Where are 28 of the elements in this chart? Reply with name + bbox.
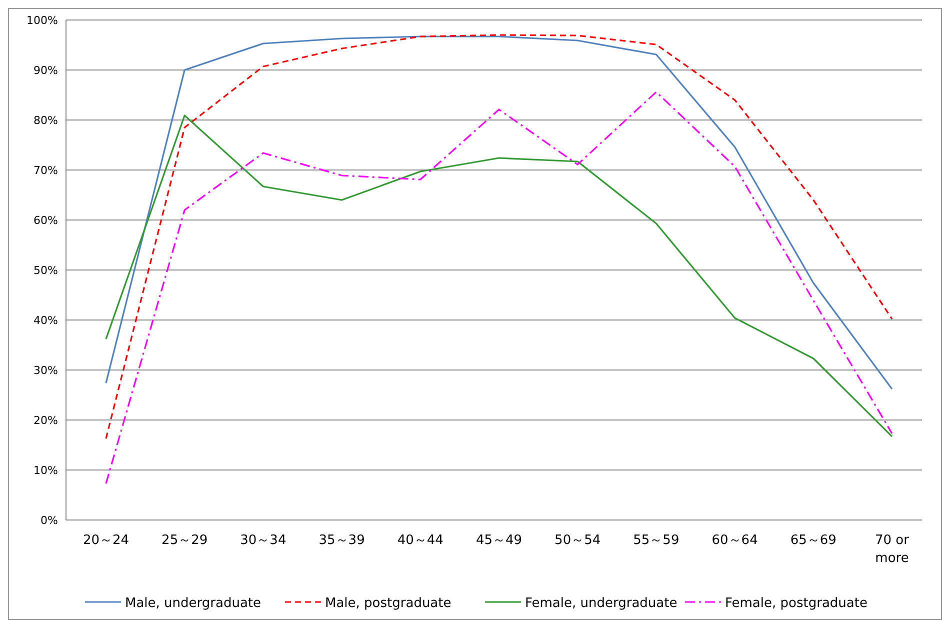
x-tick-label: 65～69 xyxy=(790,533,836,548)
line-series xyxy=(105,91,893,484)
legend-label: Female, undergraduate xyxy=(525,596,678,611)
y-tick-label: 100% xyxy=(26,14,58,27)
y-tick-label: 60% xyxy=(34,214,58,227)
x-tick-label: 35～39 xyxy=(318,533,365,548)
x-tick-label: 70 or more xyxy=(875,533,910,566)
y-tick-label: 40% xyxy=(34,314,58,327)
y-tick-label: 80% xyxy=(34,114,58,127)
x-tick-label: 60～64 xyxy=(712,533,758,548)
line-series xyxy=(105,114,893,438)
x-tick-label: 40～44 xyxy=(397,533,444,548)
x-tick-label: 55～59 xyxy=(633,533,680,548)
x-tick-label: 30～34 xyxy=(240,533,286,548)
y-tick-label: 90% xyxy=(34,64,58,77)
y-tick-label: 30% xyxy=(34,364,58,377)
x-tick-label: 45～49 xyxy=(476,533,522,548)
y-tick-label: 70% xyxy=(34,164,58,177)
y-tick-label: 10% xyxy=(34,464,58,477)
legend-label: Male, postgraduate xyxy=(325,596,452,611)
x-tick-label: 25～29 xyxy=(162,533,208,548)
legend-label: Female, postgraduate xyxy=(725,596,868,611)
y-tick-label: 20% xyxy=(34,414,58,427)
y-tick-label: 50% xyxy=(34,264,58,277)
x-tick-label: 50～54 xyxy=(554,533,601,548)
x-tick-label: 20～24 xyxy=(82,533,130,548)
legend-label: Male, undergraduate xyxy=(125,596,262,611)
y-tick-label: 0% xyxy=(40,514,58,527)
